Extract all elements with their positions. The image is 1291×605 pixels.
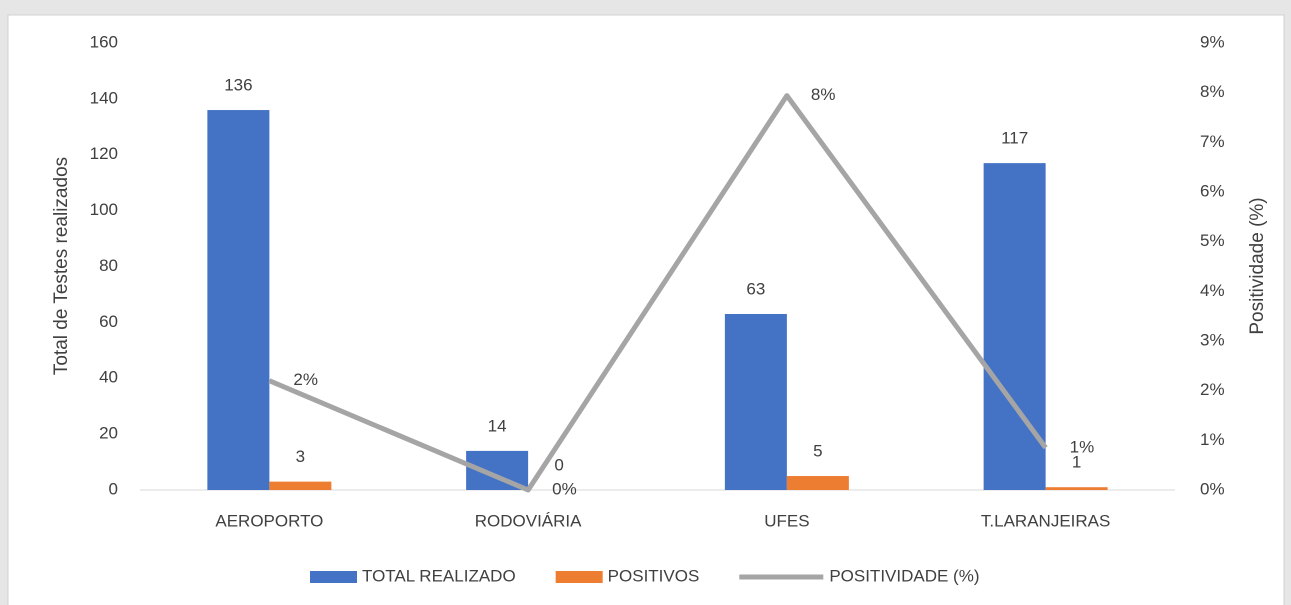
y-tick-label: 160 — [90, 32, 118, 51]
y2-tick-label: 7% — [1200, 132, 1225, 151]
bar-value-label: 117 — [1001, 129, 1028, 148]
bar-value-label: 5 — [813, 442, 822, 461]
y2-tick-label: 1% — [1200, 430, 1225, 449]
line-value-label: 1% — [1070, 437, 1095, 456]
bar-value-label: 136 — [224, 76, 252, 95]
bar — [207, 110, 270, 491]
bar-value-label: 0 — [554, 455, 563, 474]
y-axis-title: Total de Testes realizados — [51, 157, 72, 375]
y-tick-label: 100 — [90, 200, 118, 219]
bar-value-label: 14 — [488, 416, 507, 435]
y2-axis-title: Positividade (%) — [1247, 197, 1268, 334]
legend-label: TOTAL REALIZADO — [362, 566, 516, 585]
legend-swatch — [310, 571, 357, 583]
x-tick-label: AEROPORTO — [215, 511, 323, 530]
y-tick-label: 20 — [99, 424, 118, 443]
legend-label: POSITIVIDADE (%) — [829, 566, 979, 585]
y2-tick-label: 5% — [1200, 231, 1225, 250]
x-tick-label: UFES — [764, 511, 809, 530]
line-value-label: 8% — [811, 85, 836, 104]
y2-tick-label: 3% — [1200, 330, 1225, 349]
y-tick-label: 40 — [99, 368, 118, 387]
bar — [269, 481, 332, 490]
x-tick-label: RODOVIÁRIA — [475, 511, 582, 530]
line-value-label: 2% — [293, 370, 318, 389]
y2-tick-label: 4% — [1200, 281, 1225, 300]
y-tick-label: 80 — [99, 256, 118, 275]
bar — [1045, 487, 1108, 490]
bar — [724, 313, 787, 490]
bar-value-label: 1 — [1072, 453, 1081, 472]
line — [268, 93, 1048, 493]
y2-tick-label: 8% — [1200, 82, 1225, 101]
y2-tick-label: 0% — [1200, 479, 1225, 498]
legend-swatch — [555, 571, 603, 583]
y2-tick-label: 2% — [1200, 380, 1225, 399]
bar — [786, 476, 849, 490]
y-tick-label: 60 — [99, 312, 118, 331]
y-tick-label: 120 — [90, 144, 118, 163]
legend-label: POSITIVOS — [608, 566, 700, 585]
y2-tick-label: 9% — [1200, 32, 1225, 51]
y2-tick-label: 6% — [1200, 181, 1225, 200]
bar — [983, 163, 1046, 490]
bar-value-label: 3 — [296, 447, 305, 466]
x-tick-label: T.LARANJEIRAS — [981, 511, 1110, 530]
bar-value-label: 63 — [746, 279, 765, 298]
y-tick-label: 140 — [90, 88, 118, 107]
line-value-label: 0% — [552, 479, 577, 498]
y-tick-label: 0 — [109, 479, 118, 498]
